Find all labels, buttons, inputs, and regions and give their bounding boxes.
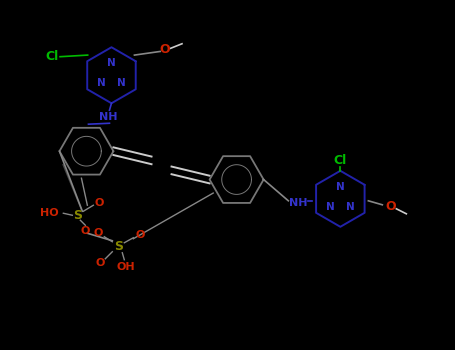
Text: O: O bbox=[95, 198, 104, 208]
Text: N: N bbox=[336, 182, 345, 192]
Text: NH: NH bbox=[99, 112, 118, 122]
Text: Cl: Cl bbox=[334, 154, 347, 167]
Text: Cl: Cl bbox=[46, 49, 59, 63]
Text: N: N bbox=[326, 202, 335, 212]
Text: HO: HO bbox=[40, 208, 59, 218]
Text: NH: NH bbox=[289, 198, 308, 208]
Text: O: O bbox=[136, 230, 145, 240]
Text: N: N bbox=[107, 58, 116, 68]
Text: O: O bbox=[96, 258, 105, 268]
Text: N: N bbox=[346, 202, 355, 212]
Text: O: O bbox=[160, 43, 171, 56]
Text: S: S bbox=[114, 240, 123, 253]
Text: N: N bbox=[97, 78, 106, 88]
Text: N: N bbox=[117, 78, 126, 88]
Text: O: O bbox=[94, 228, 103, 238]
Text: O: O bbox=[81, 226, 90, 236]
Text: O: O bbox=[385, 200, 396, 213]
Text: OH: OH bbox=[117, 262, 136, 272]
Text: S: S bbox=[73, 209, 82, 222]
